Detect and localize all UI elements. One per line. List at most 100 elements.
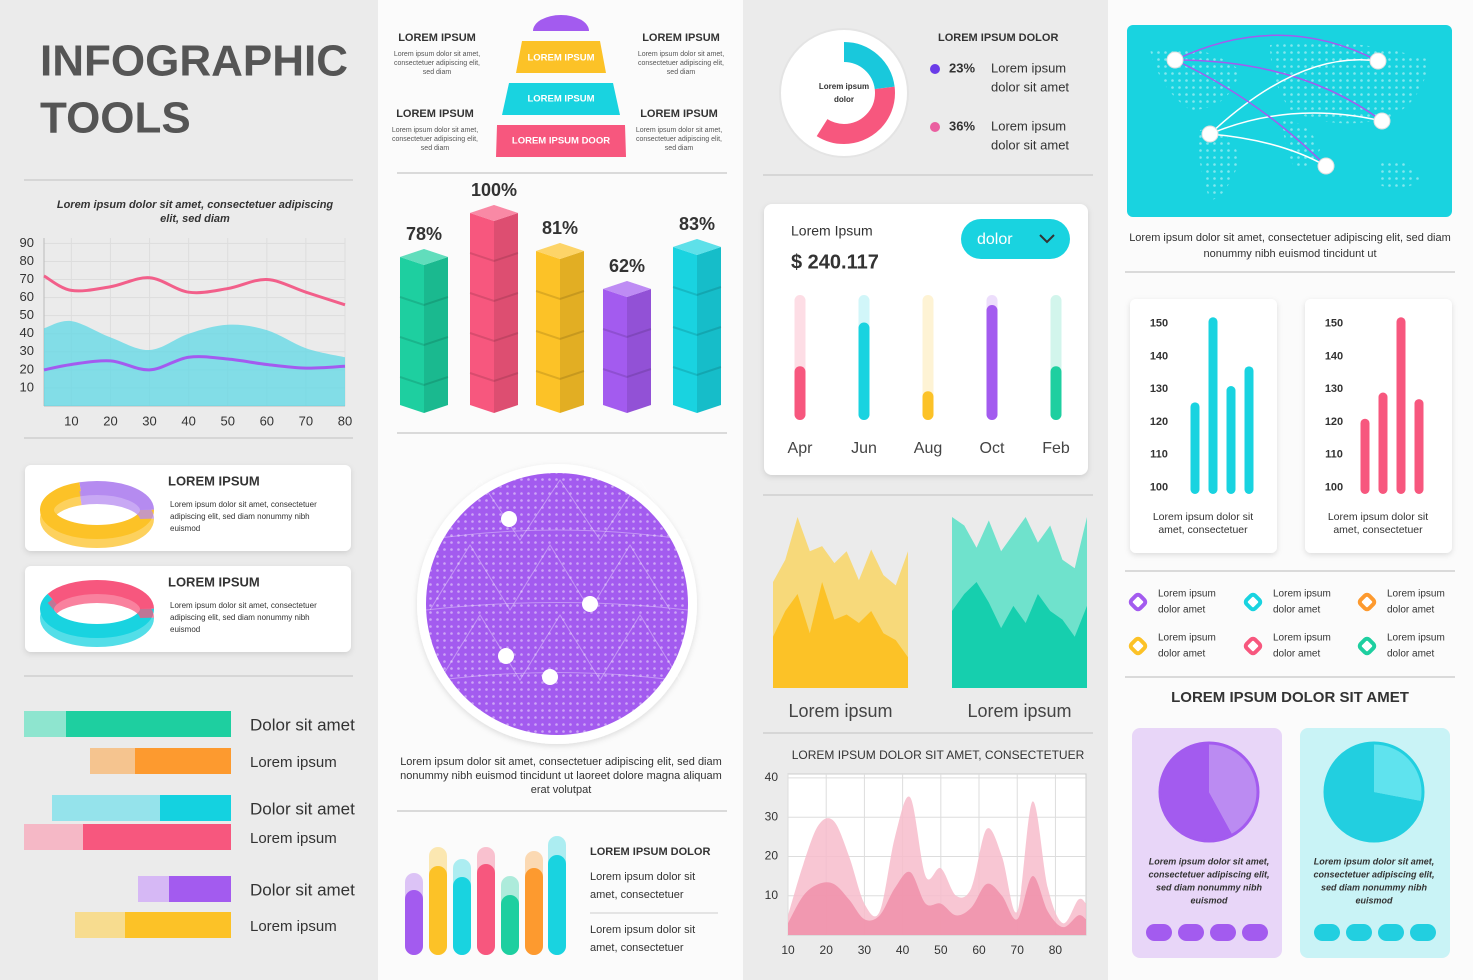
pyramid-level xyxy=(496,125,626,157)
chart-text: amet, consectetuer xyxy=(590,889,684,901)
globe-pins xyxy=(498,511,598,685)
card-text: Lorem ipsum dolor sit amet, consectetuer xyxy=(170,601,317,610)
cube-top-light xyxy=(536,243,584,259)
cube-divider xyxy=(399,336,449,347)
bar xyxy=(501,895,519,955)
line xyxy=(43,274,346,307)
pyramid-top xyxy=(533,15,589,31)
legend-text: dolor amet xyxy=(1158,649,1205,660)
x-tick-label: 20 xyxy=(820,943,834,957)
pill-button[interactable] xyxy=(1210,924,1236,941)
pill-button[interactable] xyxy=(1346,924,1372,941)
bar-label: Dolor sit amet xyxy=(250,715,355,734)
bar xyxy=(135,748,231,774)
card-caption: amet, consectetuer xyxy=(1333,524,1423,536)
pyramid-text: consectetuer adipiscing elit, xyxy=(638,60,724,67)
donut-segment xyxy=(793,42,895,144)
separators xyxy=(24,172,1455,812)
pie-rim xyxy=(1323,741,1425,843)
card-title: LOREM IPSUM xyxy=(168,574,260,589)
track xyxy=(922,295,934,420)
donut-center: dolor xyxy=(834,95,854,104)
pill-button[interactable] xyxy=(1146,924,1172,941)
globe-caption: Lorem ipsum dolor sit amet, consectetuer… xyxy=(400,756,722,768)
progress-card xyxy=(764,204,1088,475)
pyramid-text: consectetuer adipiscing elit, xyxy=(394,60,480,67)
x-tick-label: 40 xyxy=(896,943,910,957)
bar xyxy=(858,322,870,420)
card-text: euismod xyxy=(170,625,200,634)
value-label: 83% xyxy=(679,214,715,234)
pyramid-text: Lorem ipsum dolor sit amet, xyxy=(636,127,722,134)
pill-button[interactable] xyxy=(1314,924,1340,941)
card-title: LOREM IPSUM xyxy=(168,473,260,488)
y-tick-label: 70 xyxy=(20,271,34,286)
cube-face xyxy=(494,213,518,413)
pyramid-text: Lorem ipsum dolor sit amet, xyxy=(638,51,724,58)
map-continents xyxy=(1150,42,1430,201)
area xyxy=(44,320,345,406)
bar xyxy=(66,711,231,737)
x-tick-label: 70 xyxy=(299,413,313,428)
pyramid-text: sed diam xyxy=(667,69,696,76)
card-text: euismod xyxy=(170,524,200,533)
ring-layer xyxy=(40,490,154,548)
chart-title: LOREM IPSUM DOLOR xyxy=(938,32,1058,44)
y-tick-label: 150 xyxy=(1325,318,1343,330)
value-label: 62% xyxy=(609,256,645,276)
x-tick-label: 30 xyxy=(142,413,156,428)
pill-button[interactable] xyxy=(1242,924,1268,941)
pie-rim xyxy=(1158,741,1260,843)
cube-top-light xyxy=(470,205,518,221)
pill-button[interactable] xyxy=(1378,924,1404,941)
legend-icon xyxy=(1357,636,1377,656)
y-tick-label: 100 xyxy=(1325,481,1343,493)
x-tick-label: Aug xyxy=(914,440,942,457)
globe-dots xyxy=(426,473,688,735)
y-tick-label: 40 xyxy=(20,325,34,340)
cube-divider xyxy=(672,326,722,337)
y-tick-label: 100 xyxy=(1150,481,1168,493)
cube-face xyxy=(470,213,494,413)
chart-text: Lorem ipsum dolor sit xyxy=(590,871,695,883)
y-tick-label: 30 xyxy=(765,809,779,823)
card-caption: consectetuer adipiscing elit, xyxy=(1313,869,1434,879)
donut-segment xyxy=(793,42,895,144)
bar xyxy=(548,855,566,955)
bar xyxy=(125,912,231,938)
pyramid-title: LOREM IPSUM xyxy=(640,108,718,120)
chart-title: LOREM IPSUM DOLOR xyxy=(590,846,710,858)
cube-divider xyxy=(602,368,652,379)
cube-divider xyxy=(672,366,722,377)
cube-divider xyxy=(469,372,519,383)
cube-divider xyxy=(399,376,449,387)
cube-top xyxy=(603,281,651,297)
dropdown-label[interactable]: dolor xyxy=(977,231,1013,248)
x-tick-label: 70 xyxy=(1011,943,1025,957)
legend-text: Lorem ipsum xyxy=(991,118,1066,133)
bar xyxy=(1360,418,1370,494)
pyramid-level xyxy=(516,41,606,73)
pill-button[interactable] xyxy=(1178,924,1204,941)
cube-shade xyxy=(560,251,584,413)
x-tick-label: 10 xyxy=(64,413,78,428)
legend-text: Lorem ipsum xyxy=(1273,633,1331,644)
legend-text: dolor amet xyxy=(1387,605,1434,616)
cube-face xyxy=(400,257,424,413)
card-caption: amet, consectetuer xyxy=(1158,524,1248,536)
x-tick-label: Oct xyxy=(980,440,1005,457)
cube-divider xyxy=(535,370,585,381)
legend-icon xyxy=(1128,636,1148,656)
card-caption: consectetuer adipiscing elit, xyxy=(1148,869,1269,879)
pill-button[interactable] xyxy=(1410,924,1436,941)
cube-top xyxy=(673,239,721,255)
cube-divider xyxy=(602,328,652,339)
line xyxy=(43,355,346,372)
pyramid-title: LOREM IPSUM xyxy=(396,108,474,120)
y-tick-label: 60 xyxy=(20,289,34,304)
legend-text: dolor amet xyxy=(1158,605,1205,616)
dropdown-chevron[interactable] xyxy=(1039,234,1055,244)
cube-column xyxy=(602,281,652,413)
dropdown[interactable] xyxy=(961,219,1070,259)
